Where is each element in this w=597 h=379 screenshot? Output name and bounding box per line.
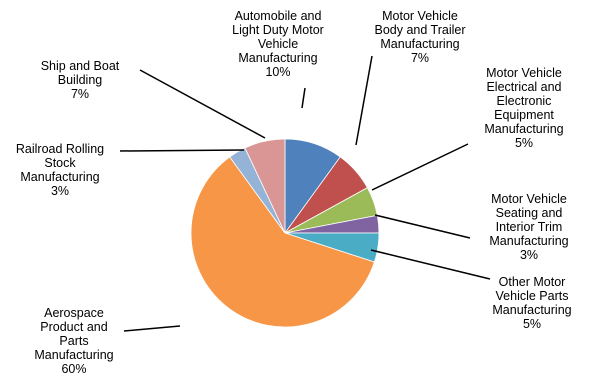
data-label-line: Other Motor	[499, 275, 566, 289]
leader-lines	[119, 55, 491, 332]
data-label-line: Aerospace	[44, 306, 104, 320]
data-label-line: Railroad Rolling	[16, 142, 104, 156]
leader-line	[123, 325, 181, 332]
data-label-percent: 3%	[520, 248, 538, 262]
data-label-line: Interior Trim	[496, 220, 563, 234]
data-label: Railroad Rolling Stock Manufacturing 3%	[16, 142, 104, 198]
data-label-line: Motor Vehicle	[486, 66, 562, 80]
data-label-line: Stock	[44, 156, 76, 170]
data-label-line: Ship and Boat	[41, 59, 120, 73]
data-label-line: Motor Vehicle	[491, 192, 567, 206]
data-label-line: Body and Trailer	[374, 23, 465, 37]
pie-slice	[244, 138, 286, 234]
data-label-line: Seating and	[496, 206, 563, 220]
data-label: Automobile and Light Duty Motor Vehicle Man…	[232, 9, 324, 79]
pie-slices	[190, 138, 380, 328]
data-label-line: Manufacturing	[492, 303, 571, 317]
leader-line	[301, 87, 306, 109]
leader-line	[119, 149, 245, 152]
pie-slice	[190, 156, 375, 328]
data-label-percent: 7%	[411, 51, 429, 65]
leader-line	[355, 55, 373, 146]
data-label-line: Equipment	[494, 108, 554, 122]
data-label-percent: 3%	[51, 184, 69, 198]
data-label-percent: 5%	[523, 317, 541, 331]
data-label: Motor Vehicle Electrical and Electronic Equ…	[484, 66, 563, 150]
data-label-line: Product and	[40, 320, 107, 334]
data-label: Motor Vehicle Body and Trailer Manufacturi…	[374, 9, 465, 65]
data-label-line: Vehicle Parts	[496, 289, 569, 303]
data-labels: Automobile and Light Duty Motor Vehicle Man…	[16, 9, 572, 376]
leader-line	[370, 249, 491, 280]
data-label-line: Parts	[59, 334, 88, 348]
leader-line	[374, 214, 471, 239]
data-label-line: Manufacturing	[484, 122, 563, 136]
data-label-line: Electrical and	[486, 80, 561, 94]
data-label: Motor Vehicle Seating and Interior Trim Man…	[489, 192, 568, 262]
data-label-line: Light Duty Motor	[232, 23, 324, 37]
leader-line	[139, 69, 266, 139]
data-label-line: Manufacturing	[238, 51, 317, 65]
data-label-line: Motor Vehicle	[382, 9, 458, 23]
data-label-line: Building	[58, 73, 103, 87]
data-label: Aerospace Product and Parts Manufacturing 60…	[34, 306, 113, 376]
data-label-line: Vehicle	[258, 37, 298, 51]
data-label-percent: 5%	[515, 136, 533, 150]
data-label: Other Motor Vehicle Parts Manufacturing 5%	[492, 275, 571, 331]
data-label-line: Manufacturing	[380, 37, 459, 51]
data-label-percent: 60%	[61, 362, 86, 376]
data-label-line: Automobile and	[235, 9, 322, 23]
data-label-line: Manufacturing	[34, 348, 113, 362]
data-label-percent: 7%	[71, 87, 89, 101]
data-label-line: Manufacturing	[489, 234, 568, 248]
data-label-percent: 10%	[265, 65, 290, 79]
data-label-line: Electronic	[497, 94, 552, 108]
leader-line	[371, 143, 469, 191]
data-label: Ship and Boat Building 7%	[41, 59, 120, 101]
data-label-line: Manufacturing	[20, 170, 99, 184]
